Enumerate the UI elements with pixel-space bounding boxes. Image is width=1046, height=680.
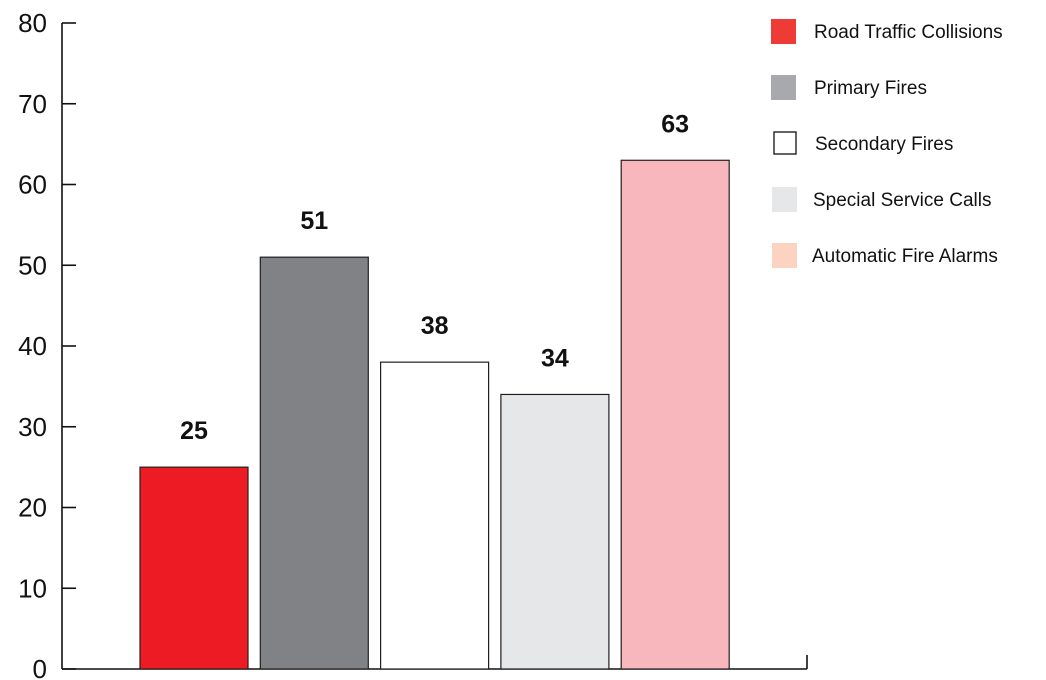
legend-label-5: Automatic Fire Alarms bbox=[812, 246, 998, 267]
legend-label-1: Road Traffic Collisions bbox=[814, 22, 1003, 43]
bars bbox=[139, 159, 730, 670]
y-tick-label-50: 50 bbox=[18, 250, 47, 280]
y-tick-label-40: 40 bbox=[18, 331, 47, 361]
bar-value-label-4: 34 bbox=[541, 344, 569, 372]
bar-4 bbox=[500, 393, 610, 670]
y-tick-label-10: 10 bbox=[18, 573, 47, 603]
bar-value-label-5: 63 bbox=[661, 110, 689, 138]
y-tick-label-80: 80 bbox=[18, 8, 47, 38]
y-tick-label-0: 0 bbox=[33, 654, 47, 680]
legend-label-2: Primary Fires bbox=[814, 78, 927, 99]
legend-swatch-4 bbox=[772, 187, 797, 212]
bar-3 bbox=[380, 361, 490, 670]
bar-value-label-1: 25 bbox=[180, 417, 208, 445]
y-tick-label-70: 70 bbox=[18, 89, 47, 119]
y-tick-label-30: 30 bbox=[18, 412, 47, 442]
legend-swatch-1 bbox=[771, 19, 796, 44]
y-tick-label-60: 60 bbox=[18, 170, 47, 200]
y-tick-label-20: 20 bbox=[18, 493, 47, 523]
legend: Road Traffic Collisions Primary Fires Seco… bbox=[771, 19, 1003, 268]
bar-value-label-3: 38 bbox=[421, 312, 449, 340]
legend-label-4: Special Service Calls bbox=[813, 190, 991, 211]
legend-swatch-3 bbox=[773, 131, 797, 155]
legend-swatch-2 bbox=[771, 75, 796, 100]
bar-2 bbox=[259, 256, 369, 670]
value-labels: 25 51 38 34 63 bbox=[180, 110, 689, 445]
legend-label-3: Secondary Fires bbox=[815, 134, 953, 155]
bar-1 bbox=[139, 466, 249, 670]
bar-value-label-2: 51 bbox=[300, 207, 328, 235]
y-ticks: 0 10 20 30 40 50 60 70 80 bbox=[18, 8, 76, 680]
bar-5 bbox=[620, 159, 730, 670]
legend-swatch-5 bbox=[772, 243, 797, 268]
